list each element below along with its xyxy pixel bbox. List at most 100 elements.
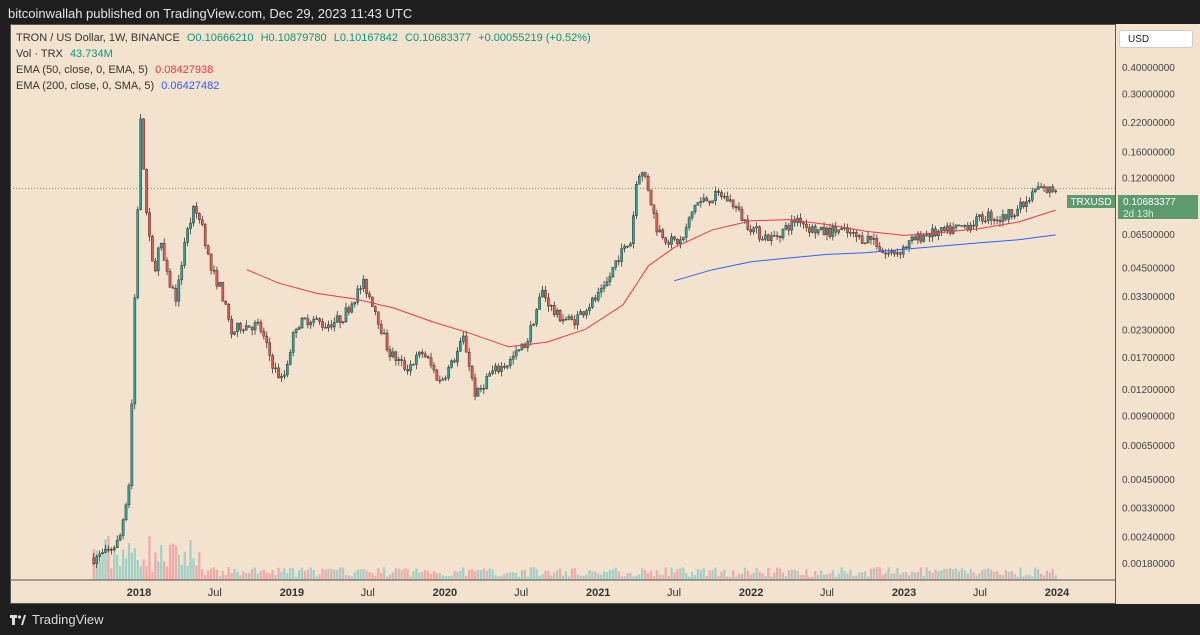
volume-bar	[283, 568, 286, 580]
volume-bar	[365, 570, 368, 580]
candle-body	[758, 226, 761, 240]
candle-body	[353, 302, 357, 305]
candle-body	[112, 547, 116, 550]
candle-body	[1051, 186, 1055, 192]
chart-pane[interactable]	[10, 24, 1116, 604]
candle-body	[679, 239, 682, 244]
volume-bar	[872, 568, 876, 580]
candle-body	[761, 238, 764, 241]
candle-body	[335, 315, 339, 323]
legend-ema50-row[interactable]: EMA (50, close, 0, EMA, 5) 0.08427938	[16, 62, 591, 78]
volume-bar	[119, 565, 122, 580]
candle-body	[1007, 209, 1011, 220]
candle-body	[570, 316, 574, 320]
ema50-line	[246, 209, 1056, 348]
price-axis[interactable]	[1116, 24, 1200, 604]
volume-bar	[784, 576, 788, 580]
candle-body	[420, 351, 424, 355]
volume-bar	[192, 558, 195, 580]
candle-body	[212, 269, 216, 272]
candle-body	[561, 319, 565, 322]
volume-bar	[702, 567, 705, 580]
candle-body	[564, 318, 568, 321]
legend-ema200-row[interactable]: EMA (200, close, 0, SMA, 5) 0.06427482	[16, 78, 591, 94]
candle-body	[878, 246, 882, 251]
candle-body	[907, 240, 911, 248]
volume-bar	[966, 573, 969, 580]
candle-body	[989, 211, 993, 221]
volume-bar	[793, 569, 796, 580]
legend-volume-row[interactable]: Vol · TRX 43.734M	[16, 46, 591, 62]
candle-body	[963, 225, 967, 227]
publisher-text: bitcoinwallah published on TradingView.c…	[8, 6, 413, 21]
candle-body	[221, 282, 225, 302]
volume-bar	[385, 576, 389, 580]
candle-body	[476, 388, 480, 397]
volume-bar	[734, 576, 738, 580]
volume-bar	[113, 548, 116, 580]
volume-bar	[473, 571, 477, 580]
volume-bar	[380, 572, 383, 580]
volume-bar	[394, 568, 397, 580]
candle-body	[92, 557, 96, 564]
volume-bar	[852, 576, 855, 580]
candle-body	[145, 168, 148, 213]
volume-bar	[802, 574, 805, 580]
candle-body	[159, 243, 163, 249]
volume-bar	[946, 569, 949, 580]
candle-body	[321, 321, 324, 328]
currency-button[interactable]: USD	[1119, 30, 1193, 48]
candle-body	[702, 197, 706, 202]
candle-body	[784, 225, 788, 230]
candle-body	[998, 220, 1002, 222]
volume-bar	[286, 573, 289, 580]
volume-bar	[708, 570, 711, 580]
candle-body	[746, 219, 750, 230]
volume-bar	[124, 558, 128, 580]
volume-bar	[494, 575, 497, 580]
volume-bar	[995, 571, 999, 580]
candle-body	[558, 309, 562, 322]
candle-body	[409, 364, 412, 372]
candle-body	[297, 327, 301, 330]
legend-symbol[interactable]: TRON / US Dollar, 1W, BINANCE	[16, 32, 180, 44]
candle-body	[626, 245, 629, 248]
volume-bar	[916, 572, 919, 580]
volume-bar	[1007, 572, 1010, 580]
candle-body	[1022, 201, 1025, 207]
volume-bar	[773, 572, 776, 580]
volume-bar	[488, 568, 491, 580]
volume-bar	[790, 569, 793, 580]
volume-bar	[717, 576, 720, 580]
volume-bar	[295, 576, 298, 580]
candle-body	[948, 225, 952, 234]
volume-bar	[544, 570, 547, 580]
volume-bar	[981, 569, 984, 580]
candle-body	[588, 307, 591, 311]
volume-bar	[902, 571, 905, 580]
candle-body	[215, 270, 219, 287]
candle-body	[503, 366, 506, 368]
footer-brand: TradingView	[32, 612, 104, 627]
candle-body	[681, 237, 685, 240]
volume-bar	[441, 575, 444, 580]
volume-bar	[711, 570, 714, 580]
y-tick-label: 0.00650000	[1122, 441, 1175, 452]
candle-body	[1030, 191, 1034, 201]
candle-body	[734, 206, 738, 209]
candle-body	[728, 199, 732, 202]
volume-bar	[218, 576, 221, 580]
candle-body	[124, 504, 128, 521]
volume-bar	[820, 570, 823, 580]
volume-bar	[1037, 569, 1040, 580]
volume-bar	[831, 570, 834, 580]
volume-bar	[523, 569, 526, 580]
candle-body	[514, 350, 518, 357]
candle-body	[256, 321, 260, 324]
candle-body	[752, 227, 755, 233]
volume-bar	[397, 568, 400, 580]
candle-body	[887, 252, 890, 255]
candle-body	[280, 376, 283, 379]
volume-bar	[855, 575, 858, 580]
